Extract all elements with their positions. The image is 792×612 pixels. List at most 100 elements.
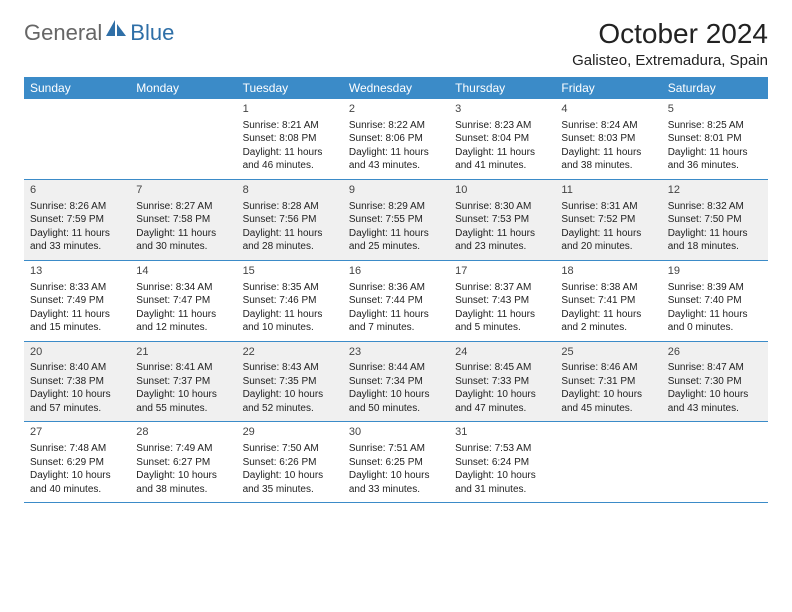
sunset-text: Sunset: 6:27 PM	[136, 456, 230, 470]
daylight-text: Daylight: 11 hours and 12 minutes.	[136, 308, 230, 335]
sunrise-text: Sunrise: 7:48 AM	[30, 442, 124, 456]
day-cell: 20Sunrise: 8:40 AMSunset: 7:38 PMDayligh…	[24, 342, 130, 422]
sunrise-text: Sunrise: 8:35 AM	[243, 281, 337, 295]
day-number: 14	[136, 264, 230, 279]
weekday-header: Friday	[555, 77, 661, 99]
sunset-text: Sunset: 7:52 PM	[561, 213, 655, 227]
sunrise-text: Sunrise: 8:23 AM	[455, 119, 549, 133]
weekday-header-row: SundayMondayTuesdayWednesdayThursdayFrid…	[24, 77, 768, 99]
daylight-text: Daylight: 11 hours and 7 minutes.	[349, 308, 443, 335]
sunrise-text: Sunrise: 8:41 AM	[136, 361, 230, 375]
month-title: October 2024	[572, 18, 768, 50]
daylight-text: Daylight: 11 hours and 30 minutes.	[136, 227, 230, 254]
sunrise-text: Sunrise: 8:27 AM	[136, 200, 230, 214]
day-cell: 31Sunrise: 7:53 AMSunset: 6:24 PMDayligh…	[449, 422, 555, 502]
sunset-text: Sunset: 8:06 PM	[349, 132, 443, 146]
sunset-text: Sunset: 7:43 PM	[455, 294, 549, 308]
day-number: 18	[561, 264, 655, 279]
calendar-page: General Blue October 2024 Galisteo, Extr…	[0, 0, 792, 521]
sunrise-text: Sunrise: 8:30 AM	[455, 200, 549, 214]
sunset-text: Sunset: 7:33 PM	[455, 375, 549, 389]
sunset-text: Sunset: 7:37 PM	[136, 375, 230, 389]
weekday-header: Sunday	[24, 77, 130, 99]
daylight-text: Daylight: 10 hours and 31 minutes.	[455, 469, 549, 496]
day-number: 10	[455, 183, 549, 198]
daylight-text: Daylight: 11 hours and 15 minutes.	[30, 308, 124, 335]
sunset-text: Sunset: 7:50 PM	[668, 213, 762, 227]
sunrise-text: Sunrise: 7:53 AM	[455, 442, 549, 456]
day-cell: 13Sunrise: 8:33 AMSunset: 7:49 PMDayligh…	[24, 261, 130, 341]
weekday-header: Tuesday	[237, 77, 343, 99]
sunset-text: Sunset: 8:01 PM	[668, 132, 762, 146]
day-cell: 23Sunrise: 8:44 AMSunset: 7:34 PMDayligh…	[343, 342, 449, 422]
sunset-text: Sunset: 7:40 PM	[668, 294, 762, 308]
sunrise-text: Sunrise: 8:36 AM	[349, 281, 443, 295]
day-number: 17	[455, 264, 549, 279]
day-cell: 3Sunrise: 8:23 AMSunset: 8:04 PMDaylight…	[449, 99, 555, 179]
sunrise-text: Sunrise: 8:43 AM	[243, 361, 337, 375]
weekday-header: Wednesday	[343, 77, 449, 99]
sunrise-text: Sunrise: 7:50 AM	[243, 442, 337, 456]
week-row: 1Sunrise: 8:21 AMSunset: 8:08 PMDaylight…	[24, 99, 768, 180]
logo-sail-icon	[106, 18, 128, 43]
sunset-text: Sunset: 6:29 PM	[30, 456, 124, 470]
logo-general-text: General	[24, 20, 102, 46]
sunrise-text: Sunrise: 8:39 AM	[668, 281, 762, 295]
sunset-text: Sunset: 7:38 PM	[30, 375, 124, 389]
week-row: 27Sunrise: 7:48 AMSunset: 6:29 PMDayligh…	[24, 422, 768, 503]
sunrise-text: Sunrise: 8:24 AM	[561, 119, 655, 133]
day-number: 25	[561, 345, 655, 360]
day-cell: 15Sunrise: 8:35 AMSunset: 7:46 PMDayligh…	[237, 261, 343, 341]
day-cell: 21Sunrise: 8:41 AMSunset: 7:37 PMDayligh…	[130, 342, 236, 422]
sunrise-text: Sunrise: 8:28 AM	[243, 200, 337, 214]
sunset-text: Sunset: 7:31 PM	[561, 375, 655, 389]
day-number: 12	[668, 183, 762, 198]
week-row: 20Sunrise: 8:40 AMSunset: 7:38 PMDayligh…	[24, 342, 768, 423]
day-number: 4	[561, 102, 655, 117]
sunset-text: Sunset: 8:03 PM	[561, 132, 655, 146]
daylight-text: Daylight: 10 hours and 47 minutes.	[455, 388, 549, 415]
sunset-text: Sunset: 7:58 PM	[136, 213, 230, 227]
sunrise-text: Sunrise: 8:21 AM	[243, 119, 337, 133]
day-cell: 19Sunrise: 8:39 AMSunset: 7:40 PMDayligh…	[662, 261, 768, 341]
sunset-text: Sunset: 7:34 PM	[349, 375, 443, 389]
daylight-text: Daylight: 11 hours and 43 minutes.	[349, 146, 443, 173]
sunset-text: Sunset: 7:46 PM	[243, 294, 337, 308]
daylight-text: Daylight: 11 hours and 33 minutes.	[30, 227, 124, 254]
day-cell: 26Sunrise: 8:47 AMSunset: 7:30 PMDayligh…	[662, 342, 768, 422]
daylight-text: Daylight: 10 hours and 55 minutes.	[136, 388, 230, 415]
day-cell: 18Sunrise: 8:38 AMSunset: 7:41 PMDayligh…	[555, 261, 661, 341]
day-number: 21	[136, 345, 230, 360]
day-number: 16	[349, 264, 443, 279]
sunrise-text: Sunrise: 8:31 AM	[561, 200, 655, 214]
day-cell: 9Sunrise: 8:29 AMSunset: 7:55 PMDaylight…	[343, 180, 449, 260]
sunrise-text: Sunrise: 8:32 AM	[668, 200, 762, 214]
day-cell: 24Sunrise: 8:45 AMSunset: 7:33 PMDayligh…	[449, 342, 555, 422]
sunset-text: Sunset: 7:49 PM	[30, 294, 124, 308]
day-number: 26	[668, 345, 762, 360]
day-cell: 10Sunrise: 8:30 AMSunset: 7:53 PMDayligh…	[449, 180, 555, 260]
day-number: 13	[30, 264, 124, 279]
day-number: 7	[136, 183, 230, 198]
sunset-text: Sunset: 7:44 PM	[349, 294, 443, 308]
day-cell	[24, 99, 130, 179]
day-cell: 27Sunrise: 7:48 AMSunset: 6:29 PMDayligh…	[24, 422, 130, 502]
day-number: 29	[243, 425, 337, 440]
sunset-text: Sunset: 7:55 PM	[349, 213, 443, 227]
day-number: 28	[136, 425, 230, 440]
sunrise-text: Sunrise: 8:22 AM	[349, 119, 443, 133]
sunrise-text: Sunrise: 8:44 AM	[349, 361, 443, 375]
day-cell: 17Sunrise: 8:37 AMSunset: 7:43 PMDayligh…	[449, 261, 555, 341]
week-row: 6Sunrise: 8:26 AMSunset: 7:59 PMDaylight…	[24, 180, 768, 261]
daylight-text: Daylight: 11 hours and 0 minutes.	[668, 308, 762, 335]
sunset-text: Sunset: 6:24 PM	[455, 456, 549, 470]
sunrise-text: Sunrise: 8:45 AM	[455, 361, 549, 375]
day-cell: 4Sunrise: 8:24 AMSunset: 8:03 PMDaylight…	[555, 99, 661, 179]
day-number: 8	[243, 183, 337, 198]
day-cell: 14Sunrise: 8:34 AMSunset: 7:47 PMDayligh…	[130, 261, 236, 341]
day-cell: 28Sunrise: 7:49 AMSunset: 6:27 PMDayligh…	[130, 422, 236, 502]
day-number: 1	[243, 102, 337, 117]
day-cell: 11Sunrise: 8:31 AMSunset: 7:52 PMDayligh…	[555, 180, 661, 260]
calendar-grid: SundayMondayTuesdayWednesdayThursdayFrid…	[24, 77, 768, 503]
sunset-text: Sunset: 8:04 PM	[455, 132, 549, 146]
